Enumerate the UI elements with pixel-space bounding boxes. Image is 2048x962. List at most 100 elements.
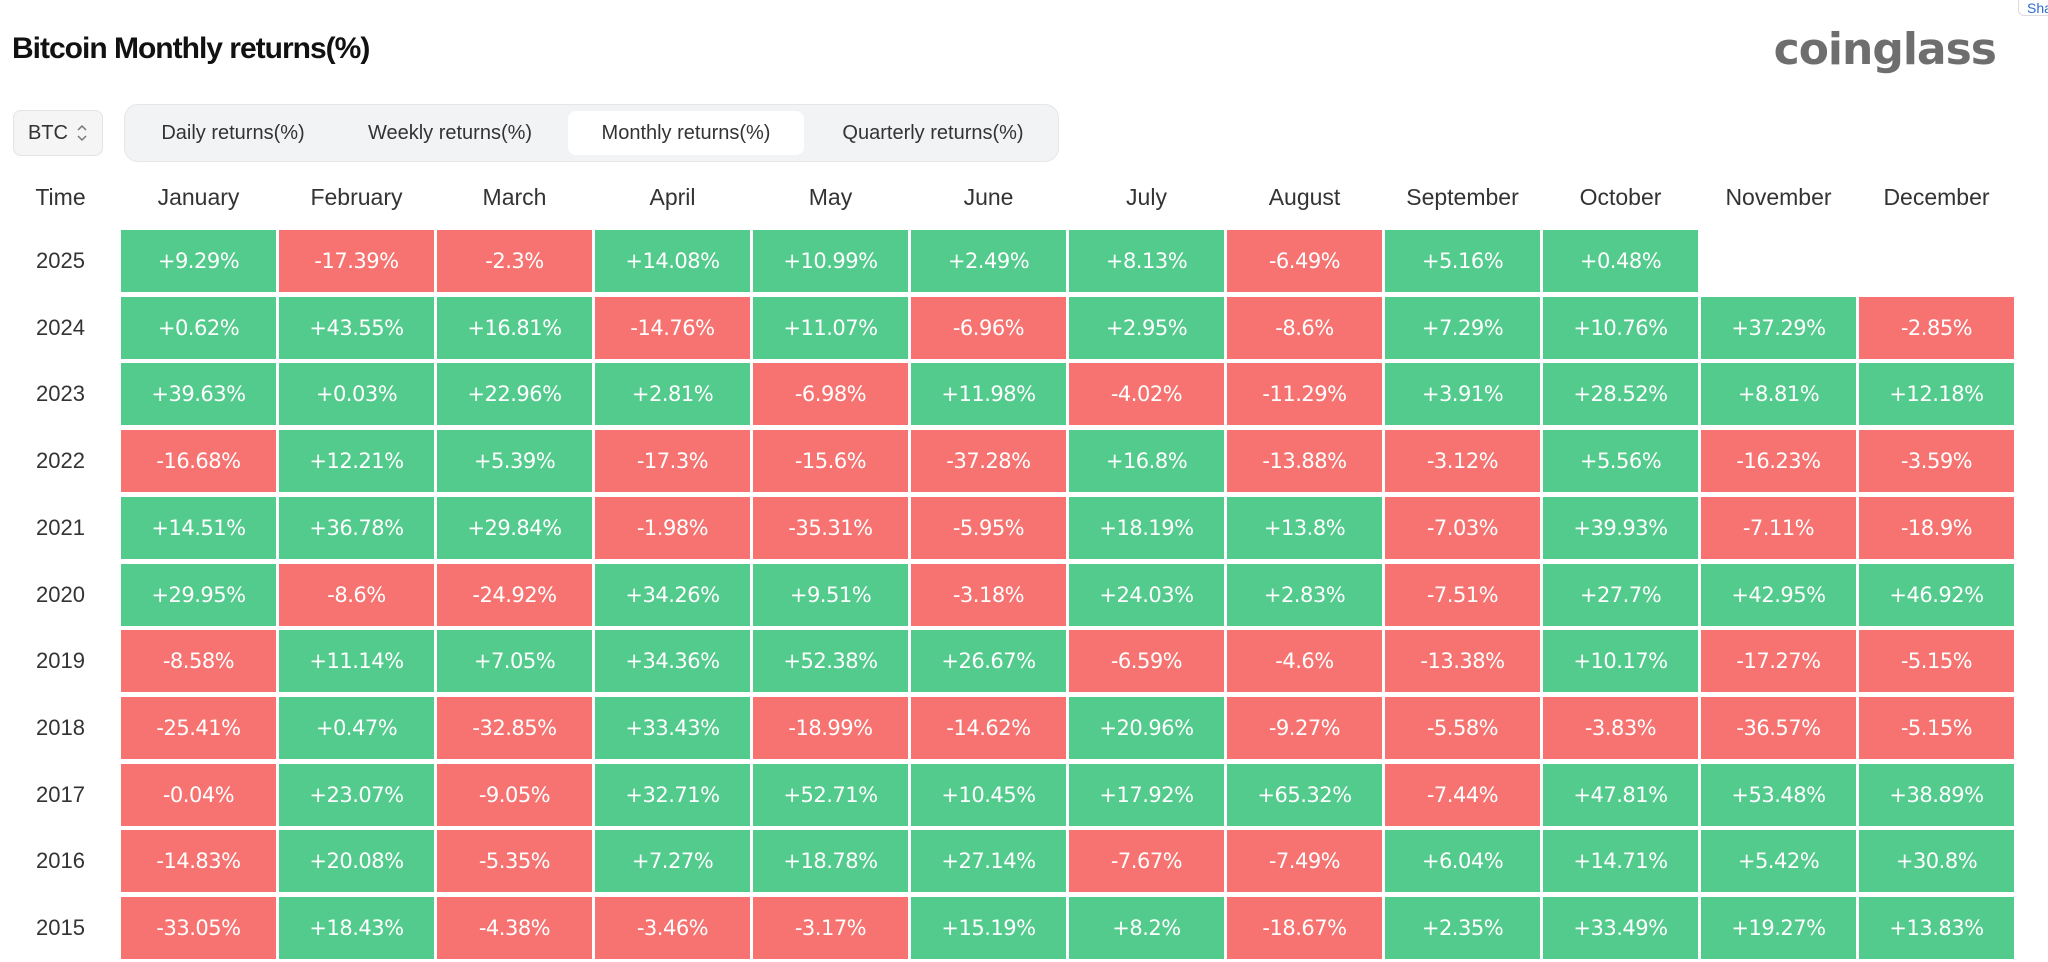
return-cell: +53.48%: [1701, 763, 1856, 826]
return-cell: +28.52%: [1543, 363, 1698, 426]
return-cell: +34.36%: [595, 630, 750, 693]
tab-daily-returns[interactable]: Daily returns(%): [161, 122, 305, 144]
return-cell: -7.03%: [1385, 496, 1540, 559]
return-cell: -13.38%: [1385, 630, 1540, 693]
return-cell: +16.8%: [1069, 430, 1224, 493]
return-cell: -32.85%: [437, 696, 592, 759]
return-cell: -3.12%: [1385, 430, 1540, 493]
return-cell: +27.7%: [1543, 563, 1698, 626]
asset-select-value: BTC: [28, 121, 68, 144]
return-cell: -17.27%: [1701, 630, 1856, 693]
return-cell: -25.41%: [121, 696, 276, 759]
returns-period-tabs: Daily returns(%) Weekly returns(%) Month…: [124, 104, 1059, 162]
return-cell: -37.28%: [911, 430, 1066, 493]
return-cell: +10.99%: [753, 230, 908, 292]
row-year-label: 2021: [36, 514, 85, 540]
return-cell: -5.15%: [1859, 630, 2014, 693]
return-cell: +14.08%: [595, 230, 750, 292]
return-cell: -6.98%: [753, 363, 908, 426]
return-cell: -16.68%: [121, 430, 276, 493]
return-cell: -11.29%: [1227, 363, 1382, 426]
return-cell: +46.92%: [1859, 563, 2014, 626]
return-cell: -16.23%: [1701, 430, 1856, 493]
return-cell: -33.05%: [121, 897, 276, 959]
return-cell: +10.45%: [911, 763, 1066, 826]
return-cell: +11.14%: [279, 630, 434, 693]
return-cell: +15.19%: [911, 897, 1066, 959]
return-cell: +0.48%: [1543, 230, 1698, 292]
column-header-may: May: [808, 184, 853, 210]
return-cell: -6.96%: [911, 296, 1066, 359]
column-header-december: December: [1883, 184, 1990, 210]
return-cell: +2.95%: [1069, 296, 1224, 359]
return-cell: +10.17%: [1543, 630, 1698, 693]
row-year-label: 2022: [36, 448, 85, 474]
column-header-april: April: [649, 184, 696, 210]
column-header-november: November: [1725, 184, 1832, 210]
row-year-label: 2024: [36, 314, 85, 340]
return-cell: -3.17%: [753, 897, 908, 959]
asset-select[interactable]: BTC: [13, 110, 103, 156]
row-year-label: 2015: [36, 915, 85, 940]
return-cell: -7.11%: [1701, 496, 1856, 559]
row-year-label: 2020: [36, 581, 85, 607]
return-cell: +32.71%: [595, 763, 750, 826]
column-header-february: February: [310, 184, 403, 210]
return-cell: -35.31%: [753, 496, 908, 559]
return-cell: +33.49%: [1543, 897, 1698, 959]
return-cell: +12.21%: [279, 430, 434, 493]
return-cell: -18.99%: [753, 696, 908, 759]
return-cell: -6.59%: [1069, 630, 1224, 693]
return-cell: +7.05%: [437, 630, 592, 693]
return-cell: +18.78%: [753, 830, 908, 893]
return-cell: +0.03%: [279, 363, 434, 426]
share-button[interactable]: Sha: [2018, 0, 2048, 16]
return-cell: +2.81%: [595, 363, 750, 426]
tab-weekly-returns[interactable]: Weekly returns(%): [367, 122, 533, 144]
return-cell: +0.62%: [121, 296, 276, 359]
tab-monthly-returns[interactable]: Monthly returns(%): [568, 111, 804, 155]
return-cell: -5.58%: [1385, 696, 1540, 759]
return-cell: +11.98%: [911, 363, 1066, 426]
return-cell: +27.14%: [911, 830, 1066, 893]
return-cell: +16.81%: [437, 296, 592, 359]
return-cell: +39.93%: [1543, 496, 1698, 559]
return-cell: +8.2%: [1069, 897, 1224, 959]
return-cell: -6.49%: [1227, 230, 1382, 292]
column-header-september: September: [1406, 184, 1519, 210]
return-cell: -24.92%: [437, 563, 592, 626]
return-cell: -2.3%: [437, 230, 592, 292]
return-cell: -15.6%: [753, 430, 908, 493]
return-cell: +5.56%: [1543, 430, 1698, 493]
tab-quarterly-returns[interactable]: Quarterly returns(%): [842, 122, 1024, 144]
row-year-label: 2017: [36, 781, 85, 807]
return-cell: +19.27%: [1701, 897, 1856, 959]
return-cell: +7.29%: [1385, 296, 1540, 359]
return-cell: +26.67%: [911, 630, 1066, 693]
return-cell: +52.71%: [753, 763, 908, 826]
return-cell: +39.63%: [121, 363, 276, 426]
return-cell: +0.47%: [279, 696, 434, 759]
column-header-june: June: [963, 184, 1014, 210]
return-cell: +43.55%: [279, 296, 434, 359]
return-cell: -9.05%: [437, 763, 592, 826]
return-cell: +3.91%: [1385, 363, 1540, 426]
return-cell: +47.81%: [1543, 763, 1698, 826]
return-cell: +10.76%: [1543, 296, 1698, 359]
return-cell: -2.85%: [1859, 296, 2014, 359]
return-cell: -36.57%: [1701, 696, 1856, 759]
return-cell: -3.18%: [911, 563, 1066, 626]
column-header-time: Time: [35, 184, 86, 210]
return-cell: -5.15%: [1859, 696, 2014, 759]
return-cell: +5.16%: [1385, 230, 1540, 292]
return-cell: -4.38%: [437, 897, 592, 959]
return-cell: +20.96%: [1069, 696, 1224, 759]
return-cell: +8.81%: [1701, 363, 1856, 426]
column-header-october: October: [1579, 184, 1662, 210]
return-cell: -0.04%: [121, 763, 276, 826]
column-header-january: January: [157, 184, 240, 210]
return-cell: -3.46%: [595, 897, 750, 959]
return-cell: +12.18%: [1859, 363, 2014, 426]
return-cell: +36.78%: [279, 496, 434, 559]
return-cell: +20.08%: [279, 830, 434, 893]
